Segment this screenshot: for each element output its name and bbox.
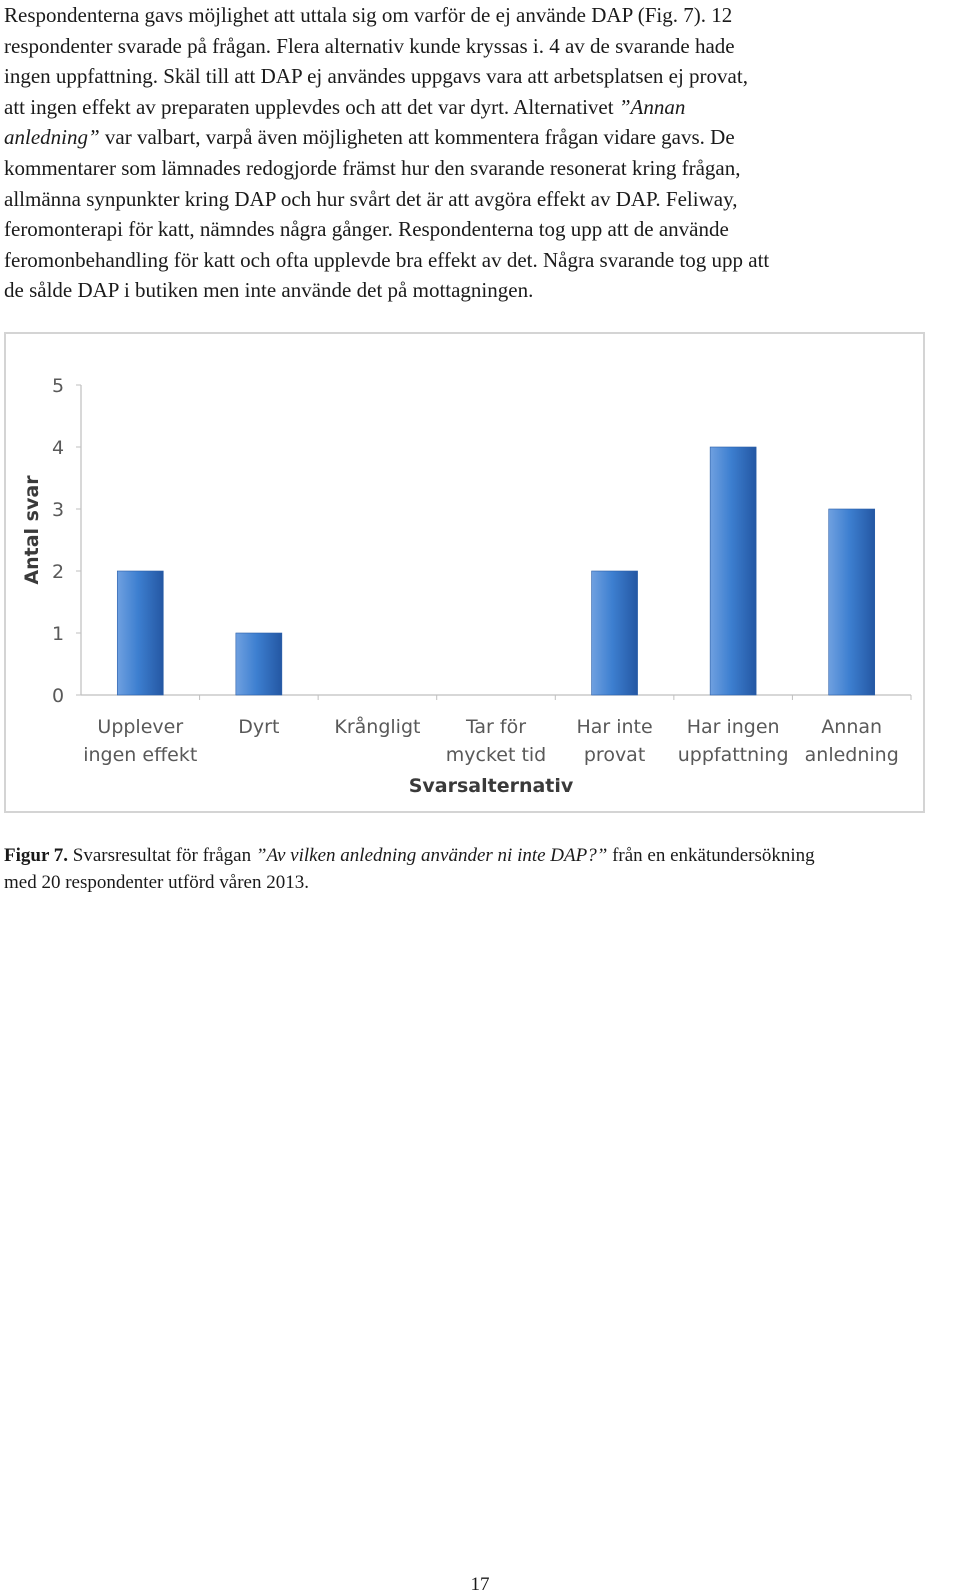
- body-paragraph: Respondenterna gavs möjlighet att uttala…: [4, 0, 956, 306]
- text-line: kommentarer som lämnades redogjorde främ…: [4, 155, 741, 180]
- x-tick-label: mycket tid: [446, 744, 547, 766]
- x-tick-label: uppfattning: [678, 744, 789, 766]
- text-line: anledning” var valbart, varpå även möjli…: [4, 122, 956, 153]
- bar: [116, 570, 164, 696]
- text-line: de sålde DAP i butiken men inte använde …: [4, 278, 534, 303]
- text-segment: Alternativet: [513, 94, 619, 119]
- x-tick-label: Har inte: [576, 716, 652, 738]
- text-line: att ingen effekt av preparaten upplevdes…: [4, 92, 956, 123]
- x-tick-label: ingen effekt: [83, 744, 197, 766]
- bar: [235, 632, 283, 696]
- bar-chart: 0 1 2 3 4 5 Antal svar Upplever ingen effekt Dyrt…: [21, 375, 912, 797]
- bar: [828, 508, 876, 696]
- y-tick-label: 1: [52, 623, 64, 645]
- y-tick-label: 3: [52, 499, 64, 521]
- caption-line: med 20 respondenter utförd våren 2013.: [4, 872, 309, 893]
- x-tick-label: anledning: [805, 744, 899, 766]
- text-segment: De: [710, 125, 735, 150]
- text-segment: att ingen effekt av preparaten upplevdes…: [4, 94, 510, 119]
- x-tick-label: Har ingen: [687, 716, 780, 738]
- caption-line: Figur 7. Svarsresultat för frågan ”Av vi…: [4, 842, 956, 869]
- page-number: 17: [470, 1574, 490, 1595]
- y-tick-label: 0: [52, 685, 64, 707]
- y-tick-label: 4: [52, 437, 64, 459]
- caption-text: Svarsresultat för frågan: [68, 845, 256, 866]
- x-tick-label: Dyrt: [238, 716, 279, 738]
- italic-term: ”Annan: [618, 94, 686, 119]
- x-axis-title: Svarsalternativ: [409, 775, 574, 797]
- text-line: Respondenterna gavs möjlighet att uttala…: [4, 3, 733, 27]
- x-tick-label: Annan: [821, 716, 882, 738]
- italic-term: anledning”: [4, 125, 100, 150]
- x-tick-label: provat: [584, 744, 645, 766]
- x-tick-label: Krångligt: [334, 715, 420, 738]
- bar: [591, 570, 638, 696]
- text-line: feromonterapi för katt, nämndes några gå…: [4, 217, 729, 242]
- text-line: ingen uppfattning. Skäl till att DAP ej …: [4, 64, 748, 89]
- text-segment: var valbart, varpå även möjligheten att …: [99, 125, 705, 150]
- text-line: respondenter svarade på frågan. Flera al…: [4, 33, 735, 58]
- x-tick-label: Upplever: [97, 716, 183, 738]
- figure-caption: Figur 7. Svarsresultat för frågan ”Av vi…: [4, 842, 956, 896]
- figure-7-chart: 0 1 2 3 4 5 Antal svar Upplever ingen effekt Dyrt…: [4, 332, 925, 813]
- x-tick-label: Tar för: [465, 716, 526, 738]
- y-tick-label: 2: [52, 561, 64, 583]
- y-axis-title: Antal svar: [21, 475, 43, 585]
- y-tick-label: 5: [52, 375, 64, 397]
- caption-question: ”Av vilken anledning använder ni inte DA…: [255, 845, 608, 866]
- caption-text: från en enkätundersökning: [607, 845, 815, 866]
- text-line: allmänna synpunkter kring DAP och hur sv…: [4, 186, 738, 211]
- bar: [709, 446, 757, 696]
- figure-label: Figur 7.: [4, 845, 69, 866]
- text-line: feromonbehandling för katt och ofta uppl…: [4, 247, 770, 272]
